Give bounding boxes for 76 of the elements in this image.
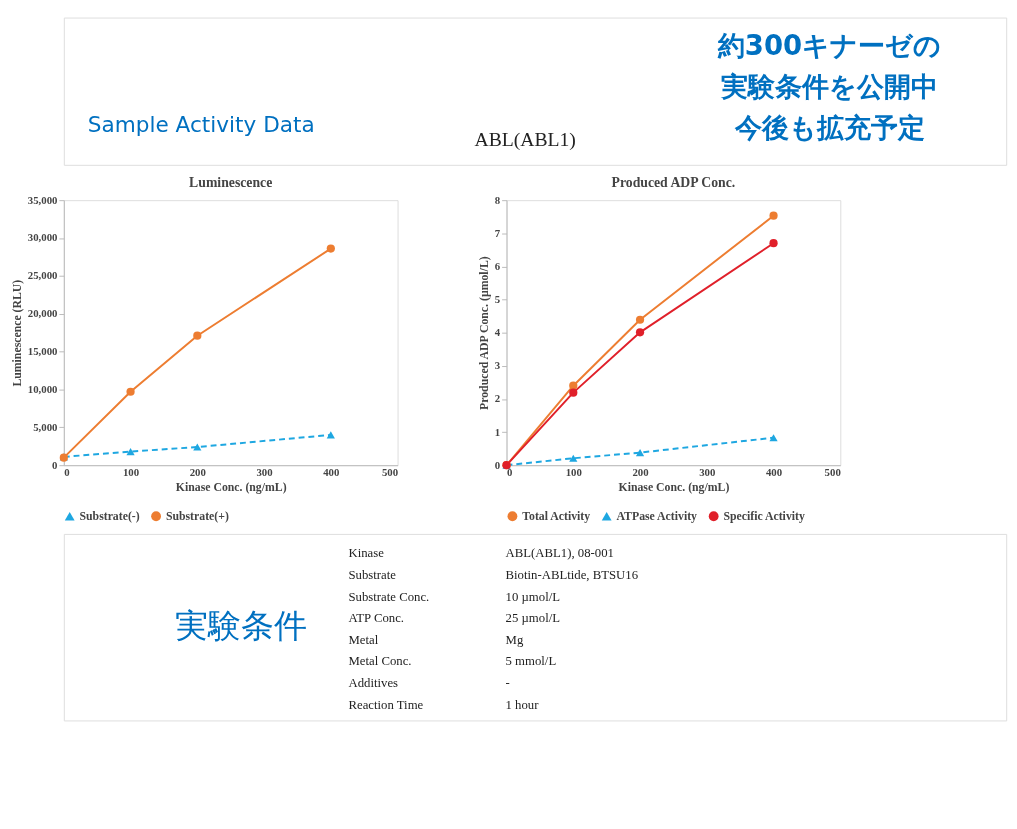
point: [569, 381, 578, 390]
text: 今後も拡充予定: [733, 111, 925, 144]
text: 5 mmol/L: [505, 654, 557, 669]
y-axis-title: Produced ADP Conc. (µmol/L): [477, 256, 491, 410]
text: Metal: [348, 632, 379, 647]
x-tick-label: 200: [632, 466, 649, 479]
y-tick-label: 1: [494, 425, 501, 438]
y-tick-label: 2: [494, 392, 501, 405]
point: [193, 443, 202, 451]
text: 実験条件を公開中: [720, 70, 938, 103]
y-tick-label: 35,000: [27, 193, 58, 206]
x-tick-label: 0: [507, 466, 513, 479]
y-tick-label: 10,000: [27, 382, 58, 395]
x-axis-title: Kinase Conc. (ng/mL): [175, 481, 287, 495]
point: [193, 331, 202, 340]
y-tick-label: 3: [494, 359, 501, 372]
y-tick-label: 0: [494, 458, 501, 471]
y-tick-label: 6: [494, 259, 501, 272]
x-axis-title: Kinase Conc. (ng/mL): [618, 481, 730, 495]
chart-title: Luminescence: [189, 175, 273, 191]
text: ABL(ABL1): [474, 129, 576, 152]
text: 25 µmol/L: [505, 611, 561, 626]
x-tick-label: 400: [765, 466, 783, 479]
point: [635, 449, 645, 457]
text: Metal Conc.: [348, 654, 412, 669]
x-tick-label: 500: [381, 466, 399, 479]
legend-label: Substrate(-): [79, 510, 140, 524]
text: Reaction Time: [348, 697, 424, 712]
text: Biotin-ABLtide, BTSU16: [505, 568, 639, 583]
point: [126, 387, 135, 396]
point: [635, 328, 645, 337]
point: [769, 239, 778, 248]
x-tick-label: 400: [323, 466, 340, 479]
text: 実験条件: [174, 605, 307, 645]
point: [326, 244, 335, 253]
text: Mg: [505, 632, 524, 647]
y-axis-title: Luminescence (RLU): [10, 279, 24, 387]
y-tick-label: 20,000: [27, 307, 58, 320]
x-tick-label: 200: [189, 466, 206, 479]
legend-label: Specific Activity: [723, 510, 805, 524]
x-tick-label: 100: [565, 466, 582, 479]
text: Sample Activity Data: [87, 112, 315, 138]
legend-label: ATPase Activity: [616, 510, 698, 524]
text: Substrate: [348, 568, 397, 583]
legend-label: Substrate(+): [165, 510, 229, 524]
text: Substrate Conc.: [348, 589, 430, 604]
y-tick-label: 25,000: [27, 269, 58, 282]
point: [126, 448, 135, 456]
y-tick-label: 0: [52, 458, 58, 471]
x-tick-label: 500: [824, 466, 841, 479]
y-tick-label: 8: [494, 193, 501, 206]
text: ABL(ABL1), 08-001: [505, 546, 614, 561]
y-tick-label: 30,000: [27, 231, 58, 244]
y-tick-label: 15,000: [27, 345, 58, 358]
legend-label: Total Activity: [522, 510, 591, 524]
y-tick-label: 5,000: [33, 420, 58, 433]
chart-title: Produced ADP Conc.: [611, 175, 736, 191]
text: 10 µmol/L: [505, 589, 561, 604]
text: Additives: [348, 676, 399, 691]
y-tick-label: 4: [494, 326, 501, 339]
y-tick-label: 5: [494, 292, 501, 305]
point: [769, 434, 778, 442]
text: -: [505, 676, 510, 691]
x-tick-label: 100: [122, 466, 140, 479]
text: Kinase: [348, 546, 385, 561]
y-tick-label: 7: [494, 226, 501, 239]
point: [769, 211, 778, 220]
text: 1 hour: [505, 697, 540, 712]
point: [569, 454, 578, 462]
x-tick-label: 300: [699, 466, 716, 479]
x-tick-label: 0: [64, 466, 70, 479]
point: [635, 315, 645, 324]
point: [569, 388, 578, 397]
text: ATP Conc.: [348, 611, 404, 626]
x-tick-label: 300: [256, 466, 273, 479]
text: 約300キナーゼの: [716, 28, 942, 61]
